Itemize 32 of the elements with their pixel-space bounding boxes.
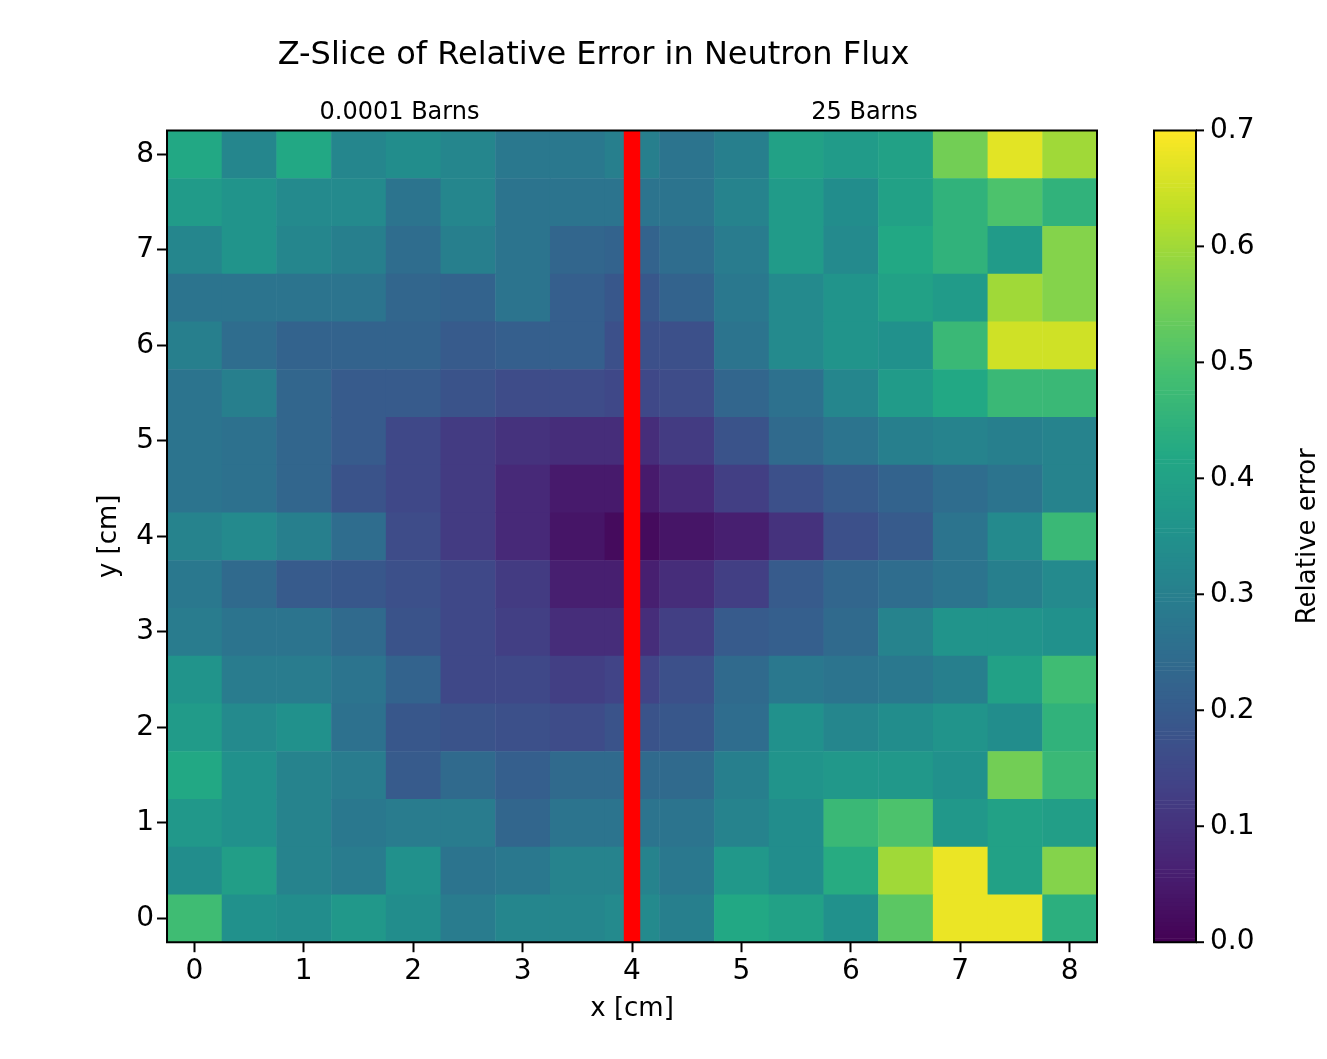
color-bar-label: 0.0 [1210,923,1255,957]
y-tick-label: 6 [136,326,155,360]
text: 25 Barns [811,96,918,125]
chart-title: Z-Slice of Relative Error in Neutron Flux [277,33,910,72]
text: 0.0001 Barns [319,96,480,125]
color-bar-title: Relative error [1290,447,1321,625]
y-tick-label: 8 [136,135,155,169]
color-bar-label: 0.7 [1210,111,1255,145]
x-tick-label: 3 [513,953,532,987]
y-axis-title: y [cm] [92,494,123,579]
y-tick-label: 0 [136,899,155,933]
color-bar-label: 0.5 [1210,343,1255,377]
x-tick-label: 8 [1060,953,1079,987]
y-tick-label: 2 [136,708,155,742]
y-tick-label: 5 [136,422,155,456]
y-tick-label: 4 [136,517,155,551]
x-tick-label: 4 [623,953,641,987]
color-bar-label: 0.4 [1210,459,1255,493]
color-bar-label: 0.6 [1210,227,1255,261]
y-tick-label: 3 [136,613,155,647]
x-tick-label: 2 [404,953,423,987]
x-tick-label: 5 [732,953,751,987]
color-bar-label: 0.1 [1210,807,1255,841]
y-tick-label: 7 [136,231,155,265]
x-axis-title: x [cm] [590,992,674,1023]
x-tick-label: 0 [185,953,204,987]
color-bar-label: 0.2 [1210,691,1255,725]
x-tick-label: 1 [294,953,313,987]
x-tick-label: 7 [951,953,970,987]
color-bar-label: 0.3 [1210,575,1255,609]
x-tick-label: 6 [841,953,860,987]
y-tick-label: 1 [136,804,155,838]
